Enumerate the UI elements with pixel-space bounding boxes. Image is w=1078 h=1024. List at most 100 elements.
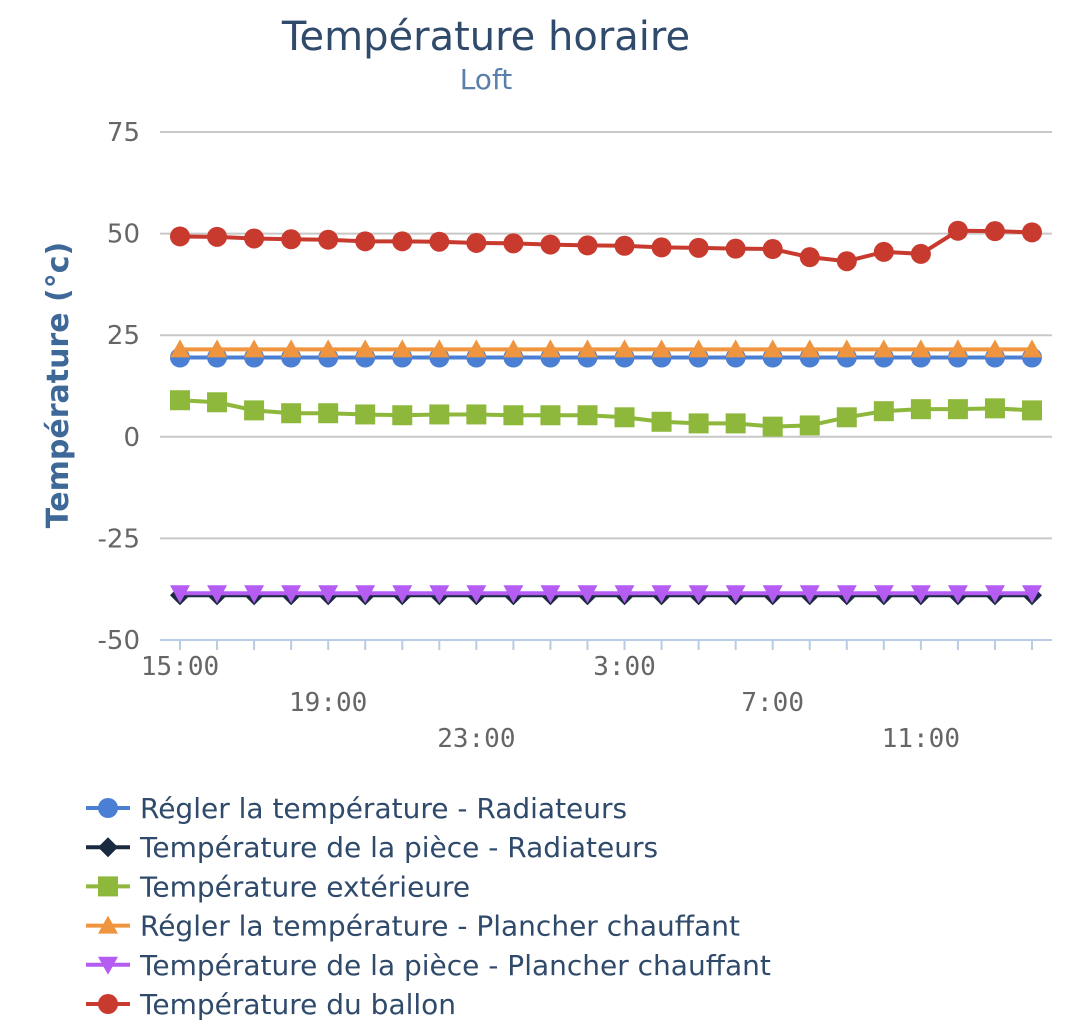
data-point[interactable] — [540, 234, 561, 255]
data-point[interactable] — [910, 339, 931, 358]
data-point[interactable] — [466, 585, 487, 604]
data-point[interactable] — [836, 339, 857, 358]
data-point[interactable] — [244, 585, 265, 604]
data-point[interactable] — [244, 339, 265, 358]
data-point[interactable] — [392, 231, 413, 252]
data-point[interactable] — [355, 339, 376, 358]
data-point[interactable] — [1022, 222, 1042, 243]
data-point[interactable] — [170, 390, 190, 411]
data-point[interactable] — [651, 339, 672, 358]
data-point[interactable] — [466, 404, 487, 425]
data-point[interactable] — [836, 407, 857, 428]
data-point[interactable] — [1022, 585, 1042, 604]
data-point[interactable] — [355, 585, 376, 604]
data-point[interactable] — [799, 415, 820, 436]
data-point[interactable] — [688, 413, 709, 434]
legend-item[interactable]: Régler la température - Plancher chauffa… — [86, 910, 740, 943]
data-point[interactable] — [577, 339, 598, 358]
data-point[interactable] — [984, 339, 1005, 358]
data-point[interactable] — [910, 243, 931, 264]
data-point[interactable] — [688, 585, 709, 604]
data-point[interactable] — [318, 339, 339, 358]
data-point[interactable] — [725, 413, 746, 434]
data-point[interactable] — [947, 585, 968, 604]
data-point[interactable] — [614, 585, 635, 604]
data-point[interactable] — [170, 226, 190, 247]
data-point[interactable] — [688, 237, 709, 258]
data-point[interactable] — [651, 411, 672, 432]
legend-item[interactable]: Température de la pièce - Radiateurs — [86, 831, 658, 864]
data-point[interactable] — [947, 220, 968, 241]
data-point[interactable] — [799, 585, 820, 604]
data-point[interactable] — [614, 407, 635, 428]
data-point[interactable] — [281, 339, 302, 358]
data-point[interactable] — [688, 339, 709, 358]
data-point[interactable] — [947, 399, 968, 420]
data-point[interactable] — [910, 399, 931, 420]
data-point[interactable] — [799, 247, 820, 268]
data-point[interactable] — [836, 585, 857, 604]
data-point[interactable] — [244, 228, 265, 249]
data-point[interactable] — [207, 585, 228, 604]
data-point[interactable] — [984, 585, 1005, 604]
data-point[interactable] — [762, 416, 783, 437]
legend[interactable]: Régler la température - Radiateurs Tempér… — [86, 792, 771, 1021]
data-point[interactable] — [725, 585, 746, 604]
data-point[interactable] — [318, 585, 339, 604]
data-point[interactable] — [503, 585, 524, 604]
data-point[interactable] — [392, 339, 413, 358]
data-point[interactable] — [466, 232, 487, 253]
legend-item[interactable]: Température de la pièce - Plancher chauf… — [86, 949, 771, 982]
data-point[interactable] — [392, 585, 413, 604]
data-point[interactable] — [244, 400, 265, 421]
data-point[interactable] — [392, 405, 413, 426]
data-point[interactable] — [429, 339, 450, 358]
data-point[interactable] — [540, 585, 561, 604]
data-point[interactable] — [503, 233, 524, 254]
data-point[interactable] — [503, 339, 524, 358]
data-point[interactable] — [762, 585, 783, 604]
data-point[interactable] — [429, 404, 450, 425]
data-point[interactable] — [281, 403, 302, 424]
data-point[interactable] — [429, 231, 450, 252]
data-point[interactable] — [651, 585, 672, 604]
data-point[interactable] — [429, 585, 450, 604]
data-point[interactable] — [170, 585, 190, 604]
legend-item[interactable]: Régler la température - Radiateurs — [86, 792, 627, 825]
data-point[interactable] — [355, 231, 376, 252]
data-point[interactable] — [799, 339, 820, 358]
data-point[interactable] — [1022, 400, 1042, 421]
data-point[interactable] — [355, 404, 376, 425]
data-point[interactable] — [503, 405, 524, 426]
data-point[interactable] — [651, 237, 672, 258]
data-point[interactable] — [873, 339, 894, 358]
data-point[interactable] — [577, 235, 598, 256]
legend-item[interactable]: Température extérieure — [86, 870, 470, 903]
data-point[interactable] — [540, 339, 561, 358]
data-point[interactable] — [318, 403, 339, 424]
data-point[interactable] — [836, 251, 857, 272]
data-point[interactable] — [614, 339, 635, 358]
data-point[interactable] — [910, 585, 931, 604]
data-point[interactable] — [873, 241, 894, 262]
data-point[interactable] — [984, 398, 1005, 419]
data-point[interactable] — [540, 405, 561, 426]
data-point[interactable] — [762, 339, 783, 358]
data-point[interactable] — [873, 585, 894, 604]
data-point[interactable] — [281, 585, 302, 604]
data-point[interactable] — [577, 405, 598, 426]
data-point[interactable] — [318, 229, 339, 250]
data-point[interactable] — [207, 392, 228, 413]
data-point[interactable] — [207, 339, 228, 358]
data-point[interactable] — [947, 339, 968, 358]
data-point[interactable] — [577, 585, 598, 604]
data-point[interactable] — [725, 339, 746, 358]
data-point[interactable] — [207, 226, 228, 247]
data-point[interactable] — [281, 229, 302, 250]
data-point[interactable] — [984, 221, 1005, 242]
data-point[interactable] — [1022, 339, 1042, 358]
data-point[interactable] — [170, 339, 190, 358]
legend-item[interactable]: Température du ballon — [86, 988, 456, 1021]
data-point[interactable] — [614, 235, 635, 256]
data-point[interactable] — [873, 401, 894, 422]
